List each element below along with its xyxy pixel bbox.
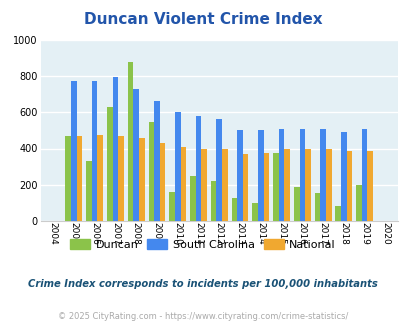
Bar — [97, 135, 103, 221]
Bar — [320, 129, 325, 221]
Bar — [340, 132, 346, 221]
Bar — [118, 136, 124, 221]
Bar — [65, 136, 71, 221]
Bar — [139, 138, 144, 221]
Bar — [201, 149, 207, 221]
Bar — [92, 81, 97, 221]
Bar — [128, 62, 133, 221]
Bar — [216, 118, 222, 221]
Bar — [273, 153, 278, 221]
Bar — [355, 185, 361, 221]
Bar — [133, 88, 139, 221]
Bar — [257, 130, 263, 221]
Bar — [305, 148, 310, 221]
Text: © 2025 CityRating.com - https://www.cityrating.com/crime-statistics/: © 2025 CityRating.com - https://www.city… — [58, 312, 347, 321]
Text: Duncan Violent Crime Index: Duncan Violent Crime Index — [83, 12, 322, 26]
Bar — [284, 149, 289, 221]
Bar — [175, 112, 180, 221]
Bar — [361, 128, 367, 221]
Bar — [293, 186, 299, 221]
Bar — [154, 101, 159, 221]
Bar — [86, 161, 92, 221]
Bar — [195, 116, 201, 221]
Bar — [242, 154, 248, 221]
Bar — [190, 176, 195, 221]
Bar — [263, 153, 269, 221]
Bar — [159, 143, 165, 221]
Bar — [299, 129, 305, 221]
Bar — [278, 129, 284, 221]
Bar — [112, 77, 118, 221]
Bar — [210, 181, 216, 221]
Bar — [346, 151, 352, 221]
Bar — [237, 130, 242, 221]
Bar — [367, 151, 372, 221]
Bar — [180, 147, 185, 221]
Bar — [222, 149, 227, 221]
Bar — [169, 192, 175, 221]
Bar — [77, 136, 82, 221]
Bar — [148, 122, 154, 221]
Text: Crime Index corresponds to incidents per 100,000 inhabitants: Crime Index corresponds to incidents per… — [28, 279, 377, 289]
Bar — [107, 107, 112, 221]
Bar — [335, 206, 340, 221]
Bar — [231, 197, 237, 221]
Bar — [325, 149, 331, 221]
Bar — [252, 203, 257, 221]
Legend: Duncan, South Carolina, National: Duncan, South Carolina, National — [66, 235, 339, 254]
Bar — [71, 81, 77, 221]
Bar — [314, 193, 320, 221]
